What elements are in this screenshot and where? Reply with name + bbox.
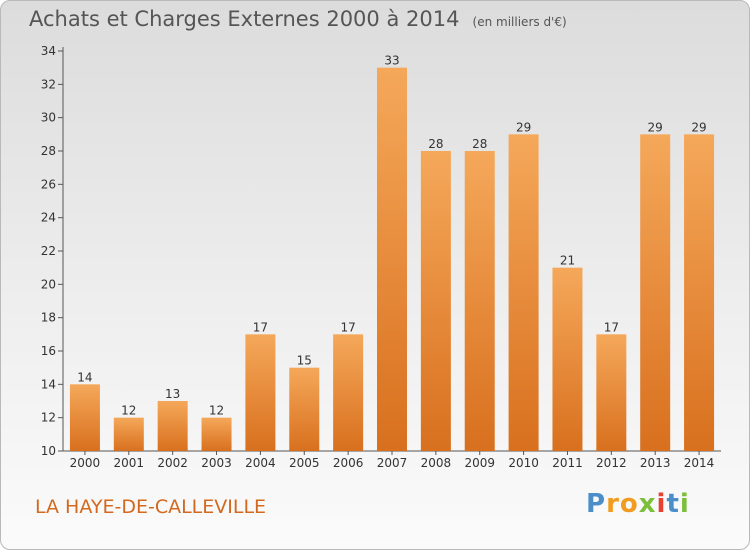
- bar: [289, 367, 320, 451]
- bar: [420, 151, 451, 451]
- bar: [245, 334, 276, 451]
- bar: [464, 151, 495, 451]
- y-tick-label: 26: [41, 177, 56, 191]
- y-tick-label: 32: [41, 77, 56, 91]
- bar-value-label: 29: [516, 120, 531, 134]
- y-tick-label: 10: [41, 444, 56, 458]
- bar-value-label: 28: [472, 137, 487, 151]
- y-tick-label: 12: [41, 411, 56, 425]
- bar-value-label: 17: [253, 320, 268, 334]
- x-tick-label: 2008: [421, 456, 452, 470]
- bar: [113, 417, 144, 451]
- y-tick-label: 16: [41, 344, 56, 358]
- bar-value-label: 29: [691, 120, 706, 134]
- bar: [508, 134, 539, 452]
- x-tick-label: 2001: [114, 456, 145, 470]
- x-tick-label: 2000: [70, 456, 101, 470]
- bar: [157, 401, 188, 451]
- x-tick-label: 2006: [333, 456, 364, 470]
- x-tick-label: 2011: [552, 456, 583, 470]
- y-tick-label: 22: [41, 244, 56, 258]
- chart-unit: (en milliers d'€): [472, 15, 567, 29]
- x-tick-label: 2003: [201, 456, 232, 470]
- bar: [377, 67, 407, 452]
- x-tick-label: 2013: [640, 456, 671, 470]
- bar-value-label: 15: [297, 354, 312, 368]
- x-tick-label: 2010: [508, 456, 539, 470]
- bar: [69, 384, 100, 451]
- x-tick-label: 2007: [377, 456, 408, 470]
- bar: [640, 134, 671, 452]
- y-tick-label: 28: [41, 144, 56, 158]
- bar-value-label: 17: [604, 320, 619, 334]
- x-tick-label: 2009: [464, 456, 495, 470]
- x-tick-label: 2005: [289, 456, 320, 470]
- x-tick-label: 2012: [596, 456, 627, 470]
- bar: [333, 334, 364, 451]
- commune-name: LA HAYE-DE-CALLEVILLE: [35, 496, 267, 518]
- y-tick-label: 18: [41, 311, 56, 325]
- x-tick-label: 2014: [684, 456, 715, 470]
- chart-title: Achats et Charges Externes 2000 à 2014: [29, 7, 460, 31]
- y-tick-label: 20: [41, 277, 56, 291]
- bar-value-label: 14: [77, 370, 92, 384]
- x-tick-label: 2004: [245, 456, 276, 470]
- bar: [596, 334, 627, 451]
- bar-value-label: 29: [648, 120, 663, 134]
- bar: [201, 417, 232, 451]
- bar: [552, 267, 583, 451]
- y-tick-label: 14: [41, 377, 56, 391]
- proxiti-logo: Proxiti: [586, 489, 690, 519]
- chart-title-block: Achats et Charges Externes 2000 à 2014 (…: [29, 7, 567, 31]
- x-tick-label: 2002: [157, 456, 188, 470]
- y-tick-label: 30: [41, 111, 56, 125]
- bar: [684, 134, 715, 452]
- y-tick-label: 24: [41, 211, 56, 225]
- bar-value-label: 12: [121, 404, 136, 418]
- bar-value-label: 17: [340, 320, 355, 334]
- bar-value-label: 12: [209, 404, 224, 418]
- bar-value-label: 13: [165, 387, 180, 401]
- bar-value-label: 33: [384, 54, 399, 68]
- bar-value-label: 28: [428, 137, 443, 151]
- bar-value-label: 21: [560, 254, 575, 268]
- y-tick-label: 34: [41, 44, 56, 58]
